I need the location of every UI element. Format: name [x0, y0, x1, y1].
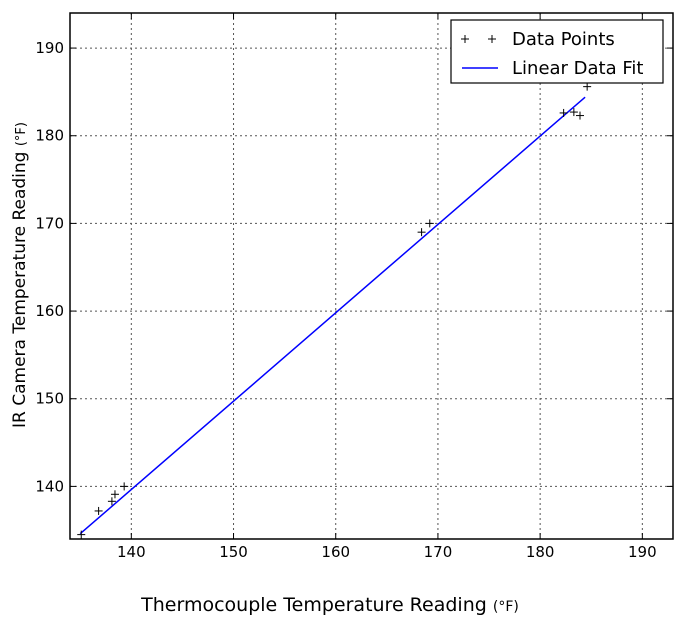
x-tick-label: 170 [424, 543, 453, 561]
y-axis-label-unit: (°F) [14, 122, 29, 146]
data-point [94, 506, 103, 515]
data-point [575, 111, 584, 120]
y-tick-label: 150 [35, 390, 64, 408]
x-axis-label: Thermocouple Temperature Reading (°F) [140, 594, 519, 616]
data-point [559, 108, 568, 117]
data-points-layer [77, 82, 592, 539]
grid-lines [70, 13, 673, 539]
y-axis-label: IR Camera Temperature Reading (°F) [10, 122, 30, 428]
x-tick-label: 140 [117, 543, 146, 561]
legend-box [450, 19, 664, 84]
y-tick-label: 190 [35, 39, 64, 57]
data-point [583, 82, 592, 91]
legend-label-linear-fit: Linear Data Fit [512, 58, 643, 79]
data-point [110, 490, 119, 499]
x-tick-label: 190 [628, 543, 657, 561]
y-tick-label: 160 [35, 302, 64, 320]
x-tick-label: 160 [321, 543, 350, 561]
data-point [120, 482, 129, 491]
y-tick-label: 180 [35, 127, 64, 145]
data-point [77, 530, 86, 539]
data-point [107, 497, 116, 506]
x-axis-label-text: Thermocouple Temperature Reading [140, 594, 487, 616]
y-axis-label-text: IR Camera Temperature Reading [10, 152, 30, 428]
axis-ticks: 140 150 160 170 180 190 140 150 160 170 180 190 [35, 13, 673, 561]
x-axis-label-unit: (°F) [493, 599, 519, 615]
data-point [417, 228, 426, 237]
x-tick-label: 180 [526, 543, 555, 561]
legend-marker-plus [488, 35, 496, 43]
y-tick-label: 140 [35, 477, 64, 495]
x-tick-label: 150 [219, 543, 248, 561]
legend-label-data-points: Data Points [512, 29, 615, 50]
plot-frame [69, 12, 674, 540]
y-tick-label: 170 [35, 214, 64, 232]
data-point [569, 108, 578, 117]
data-point [425, 219, 434, 228]
fit-line-layer [79, 96, 586, 535]
legend: Data Points Linear Data Fit [450, 19, 664, 84]
legend-marker-plus [461, 35, 469, 43]
linear-fit-line [79, 96, 586, 535]
legend-marker-sample [461, 35, 496, 43]
